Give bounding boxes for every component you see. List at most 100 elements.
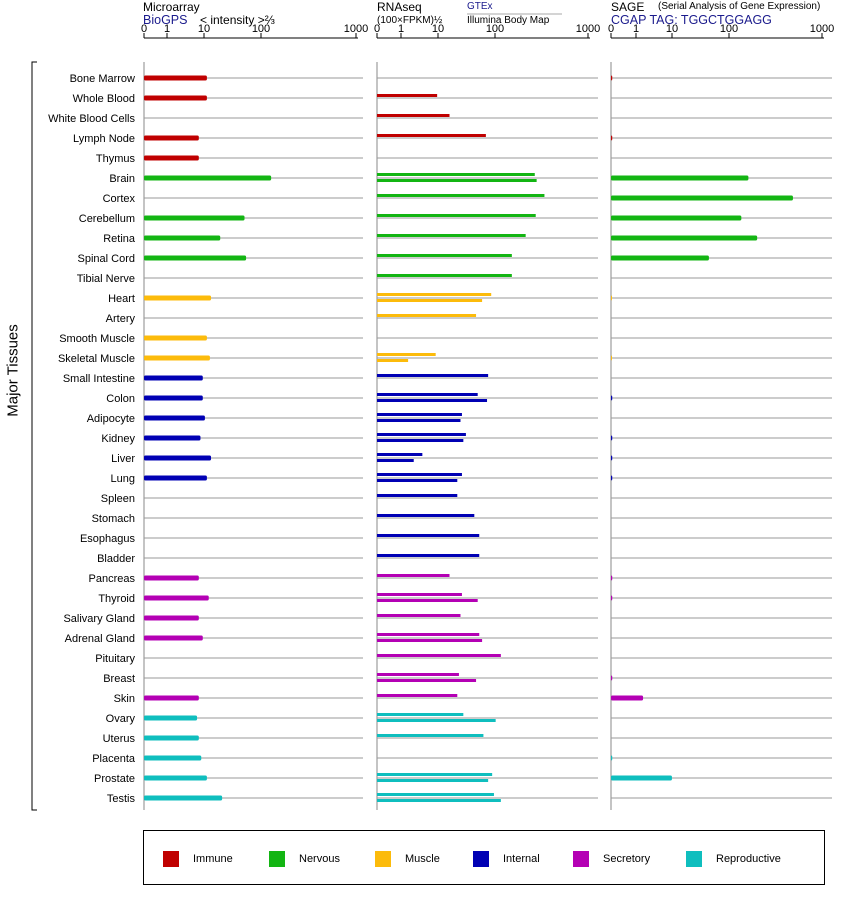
tissue-label: Kidney <box>101 433 135 445</box>
sage-bar <box>611 695 644 701</box>
legend-label-internal: Internal <box>503 853 540 865</box>
legend-label-reproductive: Reproductive <box>716 853 781 865</box>
sage-bar <box>611 235 758 241</box>
legend-label-nervous: Nervous <box>299 853 340 865</box>
legend-swatch-nervous <box>269 851 285 867</box>
rnaseq-bar-gtex <box>377 793 494 796</box>
tissue-label: Heart <box>108 293 135 305</box>
microarray-title: Microarray <box>143 0 200 14</box>
microarray-tick-label-1: 1 <box>164 23 170 35</box>
microarray-tick-label-100: 100 <box>252 23 270 35</box>
rnaseq-source-gtex: GTEx <box>467 1 493 12</box>
tissue-label: White Blood Cells <box>48 113 135 125</box>
tissue-label: Breast <box>103 673 135 685</box>
sage-bar <box>611 775 672 781</box>
sage-bar <box>611 595 613 601</box>
sage-tick-label-100: 100 <box>720 23 738 35</box>
rnaseq-bar-ibm <box>377 719 496 722</box>
microarray-bar <box>144 255 247 261</box>
rnaseq-bar-gtex <box>377 473 462 476</box>
tissue-label: Cortex <box>103 193 136 205</box>
microarray-bar <box>144 595 209 601</box>
rnaseq-tick-label-1000: 1000 <box>576 23 600 35</box>
tissue-label: Liver <box>111 453 135 465</box>
sage-bar <box>611 75 613 81</box>
sage-tick-label-1: 1 <box>633 23 639 35</box>
microarray-bar <box>144 395 203 401</box>
legend-item-muscle: Muscle <box>375 851 440 867</box>
rnaseq-bar-gtex <box>377 633 480 636</box>
microarray-bar <box>144 95 207 101</box>
tissue-label: Pituitary <box>95 653 135 665</box>
tissue-label: Lymph Node <box>73 133 135 145</box>
rnaseq-bar-gtex <box>377 254 512 257</box>
microarray-bar <box>144 695 199 701</box>
rnaseq-bar-gtex <box>377 214 536 217</box>
legend-label-immune: Immune <box>193 853 233 865</box>
rnaseq-tick-label-0: 0 <box>374 23 380 35</box>
tissue-label: Spinal Cord <box>78 253 135 265</box>
rnaseq-bar-ibm <box>377 439 464 442</box>
microarray-bar <box>144 135 199 141</box>
microarray-bar <box>144 575 199 581</box>
rnaseq-bar-gtex <box>377 274 512 277</box>
tissue-label: Retina <box>103 233 136 245</box>
rnaseq-bar-ibm <box>377 419 461 422</box>
legend-item-internal: Internal <box>473 851 540 867</box>
microarray-bar <box>144 215 245 221</box>
rnaseq-bar-gtex <box>377 393 478 396</box>
tissue-label: Esophagus <box>80 533 136 545</box>
sage-bar <box>611 455 613 461</box>
rnaseq-bar-gtex <box>377 494 458 497</box>
rnaseq-bar-gtex <box>377 514 475 517</box>
rnaseq-bar-gtex <box>377 593 462 596</box>
rnaseq-bar-gtex <box>377 654 501 657</box>
tissue-label: Brain <box>109 173 135 185</box>
sage-bar <box>611 195 793 201</box>
sage-tick-label-10: 10 <box>666 23 678 35</box>
legend-swatch-immune <box>163 851 179 867</box>
tissue-label: Artery <box>106 313 136 325</box>
microarray-bar <box>144 335 207 341</box>
rnaseq-bar-ibm <box>377 799 501 802</box>
sage-note: (Serial Analysis of Gene Expression) <box>658 1 821 12</box>
microarray-bar <box>144 75 207 81</box>
tissue-label: Bladder <box>97 553 135 565</box>
microarray-bar <box>144 455 212 461</box>
microarray-bar <box>144 435 201 441</box>
microarray-tick-label-0: 0 <box>141 23 147 35</box>
microarray-bar <box>144 295 212 301</box>
rnaseq-bar-gtex <box>377 773 493 776</box>
tissue-label: Colon <box>106 393 135 405</box>
rnaseq-bar-ibm <box>377 479 458 482</box>
legend-swatch-internal <box>473 851 489 867</box>
rnaseq-bar-gtex <box>377 314 477 317</box>
microarray-bar <box>144 155 199 161</box>
microarray-bar <box>144 715 198 721</box>
tissue-label: Tibial Nerve <box>77 273 135 285</box>
microarray-bar <box>144 355 210 361</box>
legend-item-reproductive: Reproductive <box>686 851 781 867</box>
tissue-label: Spleen <box>101 493 135 505</box>
microarray-axis-note: < intensity >⅔ <box>200 13 275 27</box>
legend-item-immune: Immune <box>163 851 233 867</box>
rnaseq-bar-gtex <box>377 734 484 737</box>
rnaseq-tick-label-10: 10 <box>432 23 444 35</box>
rnaseq-bar-gtex <box>377 234 526 237</box>
sage-tag: CGAP TAG: TGGCTGGAGG <box>611 13 772 27</box>
tissue-label: Thymus <box>96 153 136 165</box>
rnaseq-bar-gtex <box>377 673 459 676</box>
microarray-source: BioGPS <box>143 13 188 27</box>
rnaseq-bar-gtex <box>377 114 450 117</box>
microarray-bar <box>144 755 202 761</box>
microarray-bar <box>144 615 199 621</box>
tissue-label: Salivary Gland <box>63 613 135 625</box>
tissue-label: Prostate <box>94 773 135 785</box>
microarray-bar <box>144 775 207 781</box>
sage-bar <box>611 675 613 681</box>
sage-bar <box>611 135 613 141</box>
rnaseq-bar-gtex <box>377 574 450 577</box>
y-axis-label: Major Tissues <box>4 324 22 417</box>
rnaseq-tick-label-100: 100 <box>486 23 504 35</box>
rnaseq-bar-gtex <box>377 453 423 456</box>
